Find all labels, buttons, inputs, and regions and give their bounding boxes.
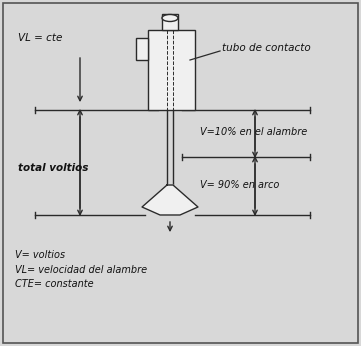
Text: V= 90% en arco: V= 90% en arco [200,180,279,190]
Ellipse shape [162,15,178,21]
Text: tubo de contacto: tubo de contacto [222,43,311,53]
Text: V=10% en el alambre: V=10% en el alambre [200,127,307,137]
Text: total voltios: total voltios [18,163,88,173]
Text: V= voltios: V= voltios [15,250,65,260]
Bar [136,38,148,60]
Polygon shape [142,185,198,215]
Text: CTE= constante: CTE= constante [15,279,93,289]
Bar [162,14,178,30]
Bar [148,30,195,110]
Text: VL= velocidad del alambre: VL= velocidad del alambre [15,265,147,275]
Text: VL = cte: VL = cte [18,33,62,43]
